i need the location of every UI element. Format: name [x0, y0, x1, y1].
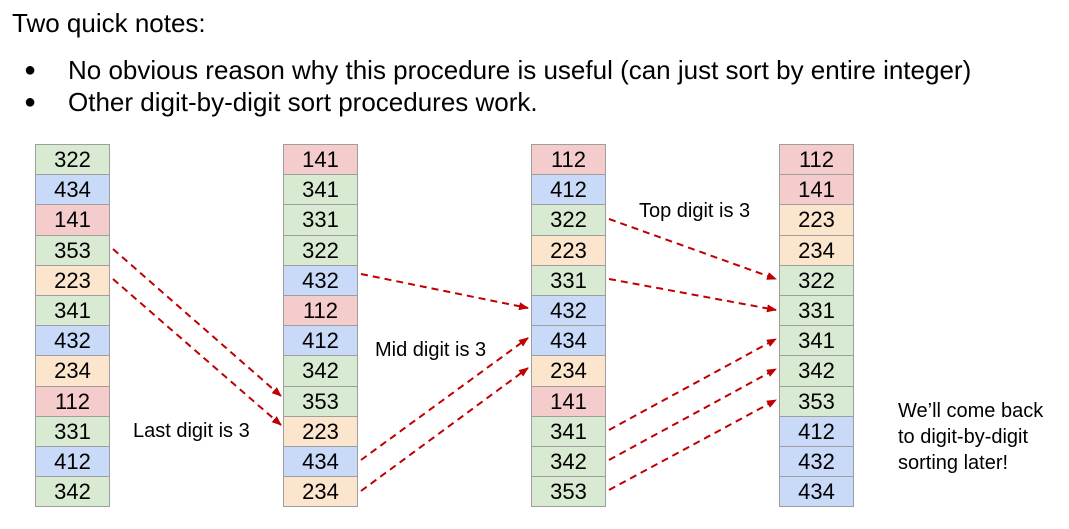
number-cell: 412 — [36, 446, 110, 478]
number-cell: 322 — [780, 265, 854, 296]
number-cell: 434 — [532, 326, 606, 357]
number-cell: 342 — [284, 356, 358, 387]
number-cell: 322 — [36, 145, 110, 176]
arrow-322-to-322 — [608, 218, 777, 280]
column-after-mid-digit: 112 412 322 223 331 432 434 234 141 341 342 353 — [531, 144, 606, 508]
number-cell: 141 — [532, 386, 606, 417]
arrow-432-to-432 — [360, 273, 529, 311]
number-cell: 112 — [780, 145, 854, 176]
number-cell: 412 — [532, 175, 606, 206]
number-cell: 412 — [284, 326, 358, 357]
number-cell: 234 — [284, 477, 358, 508]
number-cell: 322 — [532, 205, 606, 236]
number-cell: 331 — [780, 295, 854, 327]
arrow-331-to-331 — [608, 278, 777, 313]
column-after-last-digit: 141 341 331 322 432 112 412 342 353 223 434 234 — [283, 144, 358, 508]
number-cell: 353 — [36, 235, 110, 266]
arrow-434-to-434 — [360, 337, 529, 461]
number-cell: 234 — [532, 356, 606, 387]
number-cell: 434 — [36, 175, 110, 206]
number-cell: 342 — [532, 446, 606, 478]
number-cell: 331 — [36, 416, 110, 447]
top-digit-label: Top digit is 3 — [639, 200, 751, 222]
number-cell: 141 — [284, 145, 358, 176]
bullet-list: ● No obvious reason why this procedure i… — [24, 54, 971, 118]
number-cell: 112 — [284, 295, 358, 327]
number-cell: 432 — [284, 265, 358, 296]
number-cell: 341 — [780, 326, 854, 357]
number-cell: 342 — [36, 477, 110, 508]
number-cell: 112 — [532, 145, 606, 176]
number-cell: 342 — [780, 356, 854, 387]
column-input: 322 434 141 353 223 341 432 234 112 331 412 342 — [35, 144, 110, 508]
number-cell: 353 — [532, 477, 606, 508]
number-cell: 223 — [284, 416, 358, 447]
bullet-dot-icon: ● — [24, 91, 37, 113]
number-cell: 331 — [284, 205, 358, 236]
arrow-353-to-353-final — [608, 399, 777, 491]
arrow-353-to-353 — [112, 248, 282, 397]
note-line: sorting later! — [898, 452, 1009, 474]
bullet-dot-icon: ● — [24, 59, 37, 81]
number-cell: 341 — [532, 416, 606, 447]
arrow-223-to-223 — [112, 278, 282, 426]
number-cell: 412 — [780, 416, 854, 447]
bullet-item: ● No obvious reason why this procedure i… — [24, 54, 971, 86]
bullet-text: Other digit-by-digit sort procedures wor… — [68, 87, 538, 117]
number-cell: 331 — [532, 265, 606, 296]
note-line: We’ll come back — [898, 400, 1044, 422]
number-cell: 353 — [780, 386, 854, 417]
number-cell: 223 — [36, 265, 110, 296]
number-cell: 322 — [284, 235, 358, 266]
arrow-234-to-234 — [360, 367, 529, 492]
column-after-top-digit: 112 141 223 234 322 331 341 342 353 412 432 434 — [779, 144, 854, 508]
bullet-item: ● Other digit-by-digit sort procedures w… — [24, 86, 971, 118]
side-note: We’ll come back to digit-by-digit sortin… — [898, 398, 1043, 476]
number-cell: 432 — [36, 326, 110, 357]
number-cell: 434 — [780, 477, 854, 508]
number-cell: 432 — [532, 295, 606, 327]
number-cell: 434 — [284, 446, 358, 478]
number-cell: 112 — [36, 386, 110, 417]
last-digit-label: Last digit is 3 — [133, 420, 250, 442]
number-cell: 341 — [36, 295, 110, 327]
number-cell: 432 — [780, 446, 854, 478]
number-cell: 141 — [780, 175, 854, 206]
number-cell: 223 — [780, 205, 854, 236]
bullet-text: No obvious reason why this procedure is … — [68, 55, 972, 85]
mid-digit-label: Mid digit is 3 — [375, 339, 487, 361]
number-cell: 341 — [284, 175, 358, 206]
number-cell: 141 — [36, 205, 110, 236]
number-cell: 353 — [284, 386, 358, 417]
number-cell: 234 — [36, 356, 110, 387]
arrow-341-to-341 — [608, 338, 777, 431]
number-cell: 223 — [532, 235, 606, 266]
slide-title: Two quick notes: — [12, 8, 206, 38]
note-line: to digit-by-digit — [898, 426, 1029, 448]
number-cell: 234 — [780, 235, 854, 266]
arrow-342-to-342 — [608, 368, 777, 461]
